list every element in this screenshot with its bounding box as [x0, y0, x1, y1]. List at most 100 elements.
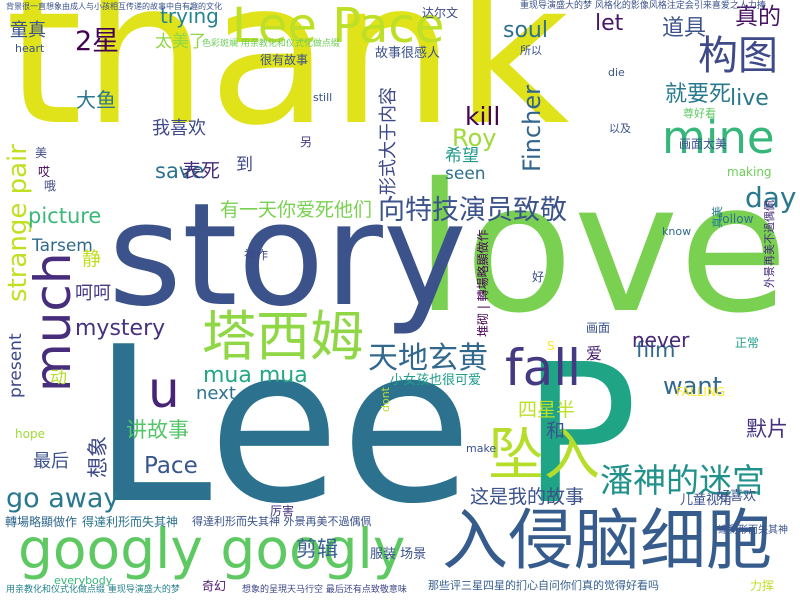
word-stunt-tribute: 向特技演员致敬	[378, 195, 567, 226]
word-tarsem-cn: 塔西姆	[202, 305, 364, 368]
word-p: P	[522, 324, 638, 547]
word-dali-center: 得達利形而失其神 外景再美不過偶佩	[192, 515, 372, 528]
word-big-fish: 大鱼	[76, 88, 116, 112]
word-transition-vertical: 堆砌 | 轉場略顯做作	[476, 229, 490, 337]
word-costume: 服装 场景	[370, 547, 427, 562]
word-really: 真的	[735, 4, 781, 30]
word-transition-left: 轉場略顯做作	[5, 515, 78, 529]
word-never: never	[632, 328, 690, 352]
word-googly: googly googly	[18, 517, 406, 581]
word-many-stories: 很有故事	[260, 53, 309, 67]
word-love-them: 有一天你爱死他们	[220, 199, 373, 221]
word-little-girl: 小女孩也很可爱	[390, 373, 482, 388]
word-fall-into: 坠入	[488, 423, 600, 488]
word-finally: 最后	[33, 451, 69, 472]
word-imagination: 想象	[86, 436, 110, 478]
word-composition: 构图	[698, 33, 778, 79]
word-move: 动	[50, 368, 67, 388]
word-silent-film: 默片	[746, 417, 788, 441]
word-four-half-star: 四星半	[518, 399, 576, 421]
word-2-star: 2星	[75, 26, 120, 57]
word-background-line: 背景很一直想象由成人与小孩相互传递的故事中自有趣的文化	[6, 2, 222, 11]
word-scene: 画面	[586, 321, 611, 335]
word-amazing: 厉害	[270, 504, 295, 518]
word-lee-pace: Lee Pace	[232, 0, 445, 54]
word-colorful-line: 色彩斑斓 用亲教化和仪式化做点缀	[202, 39, 340, 49]
word-good: 好	[532, 270, 545, 284]
word-quiet: 静	[82, 248, 102, 270]
word-fincher: Fincher	[518, 85, 546, 172]
word-die: die	[608, 66, 625, 79]
word-s: S	[547, 339, 555, 353]
word-hope: hope	[15, 427, 45, 441]
word-go-away: go away	[6, 483, 120, 514]
word-mystery: mystery	[75, 316, 166, 341]
word-seen: seen	[445, 164, 486, 184]
word-arrive: 到	[236, 155, 253, 175]
word-child-view: 儿童视角	[680, 493, 733, 508]
word-truly-beautiful: 真美	[711, 206, 724, 228]
word-editing: 剪辑	[296, 537, 338, 561]
word-therefore: 所以	[520, 44, 542, 57]
word-my-story: 这是我的故事	[470, 486, 585, 508]
word-let: let	[595, 11, 624, 36]
word-dali-left: 得達利形而失其神	[82, 515, 179, 529]
word-fall: fall	[505, 339, 582, 397]
word-hope-cn: 希望	[445, 146, 479, 166]
word-really-like: 好喜欢	[717, 489, 757, 504]
word-outdoor-vertical: 外景再美不過偶佩	[763, 200, 776, 288]
word-live: live	[730, 86, 769, 111]
word-make: make	[466, 442, 497, 455]
word-imagination-line: 想象的呈現天马行空 最后还有点致敬意味	[242, 585, 407, 595]
word-religious-line: 用亲教化和仪式化做点缀 重现导演盛大的梦	[6, 585, 180, 595]
word-fantasy: 奇幻	[202, 579, 227, 593]
word-other: 另	[300, 135, 313, 149]
word-normal: 正常	[735, 336, 760, 350]
word-love-cn: 爱	[586, 344, 603, 363]
word-falling: FALLING	[676, 385, 726, 399]
word-trying: trying	[160, 4, 219, 28]
word-film: film	[636, 338, 676, 362]
word-kill: kill	[465, 102, 501, 131]
word-ai: 哎	[38, 165, 51, 179]
word-soul: soul	[503, 18, 548, 43]
word-tiandi: 天地玄黄	[368, 341, 488, 376]
word-story: story	[108, 173, 467, 338]
word-really-good: 尊好看	[683, 107, 716, 120]
word-u: u	[148, 361, 180, 419]
word-and-also: 以及	[609, 122, 631, 135]
word-pace: Pace	[144, 453, 198, 479]
word-innocence: 童真	[10, 20, 46, 41]
word-and: 和	[546, 420, 566, 442]
word-thank: thank	[5, 0, 570, 169]
word-everybody: everybody	[54, 574, 113, 587]
word-dont: dont	[379, 387, 392, 412]
word-roy: Roy	[452, 124, 497, 152]
word-li-hui: 力挥	[750, 579, 775, 593]
word-moving-story: 故事很感人	[375, 46, 441, 61]
word-tarsem: Tarsem	[32, 236, 93, 256]
word-present: present	[6, 333, 26, 398]
word-going-to-die: 就要死	[665, 82, 732, 107]
word-know: know	[662, 225, 692, 238]
word-dont-die: 表死	[182, 160, 221, 182]
word-form-over-content: 形式大于内容	[378, 87, 399, 195]
word-want: want	[663, 372, 722, 400]
word-next: next	[196, 383, 236, 404]
word-love: love	[415, 145, 789, 352]
word-day: day	[745, 181, 797, 214]
word-mine: mine	[662, 111, 775, 164]
word-darwin: 达尔文	[422, 6, 459, 20]
word-follow: follow	[718, 212, 754, 226]
word-too-beautiful: 太美了	[155, 32, 206, 52]
word-still: still	[313, 91, 333, 104]
word-save: save	[155, 159, 205, 183]
word-heart: heart	[15, 42, 45, 55]
word-dali-right: 達利形而失其神	[718, 525, 788, 536]
word-pans-labyrinth: 潘神的迷宫	[600, 461, 765, 500]
word-making: making	[727, 165, 772, 179]
word-mua-mua: mua mua	[203, 363, 308, 388]
word-beauty: 美	[35, 146, 48, 160]
word-lee: Lee	[92, 300, 473, 551]
